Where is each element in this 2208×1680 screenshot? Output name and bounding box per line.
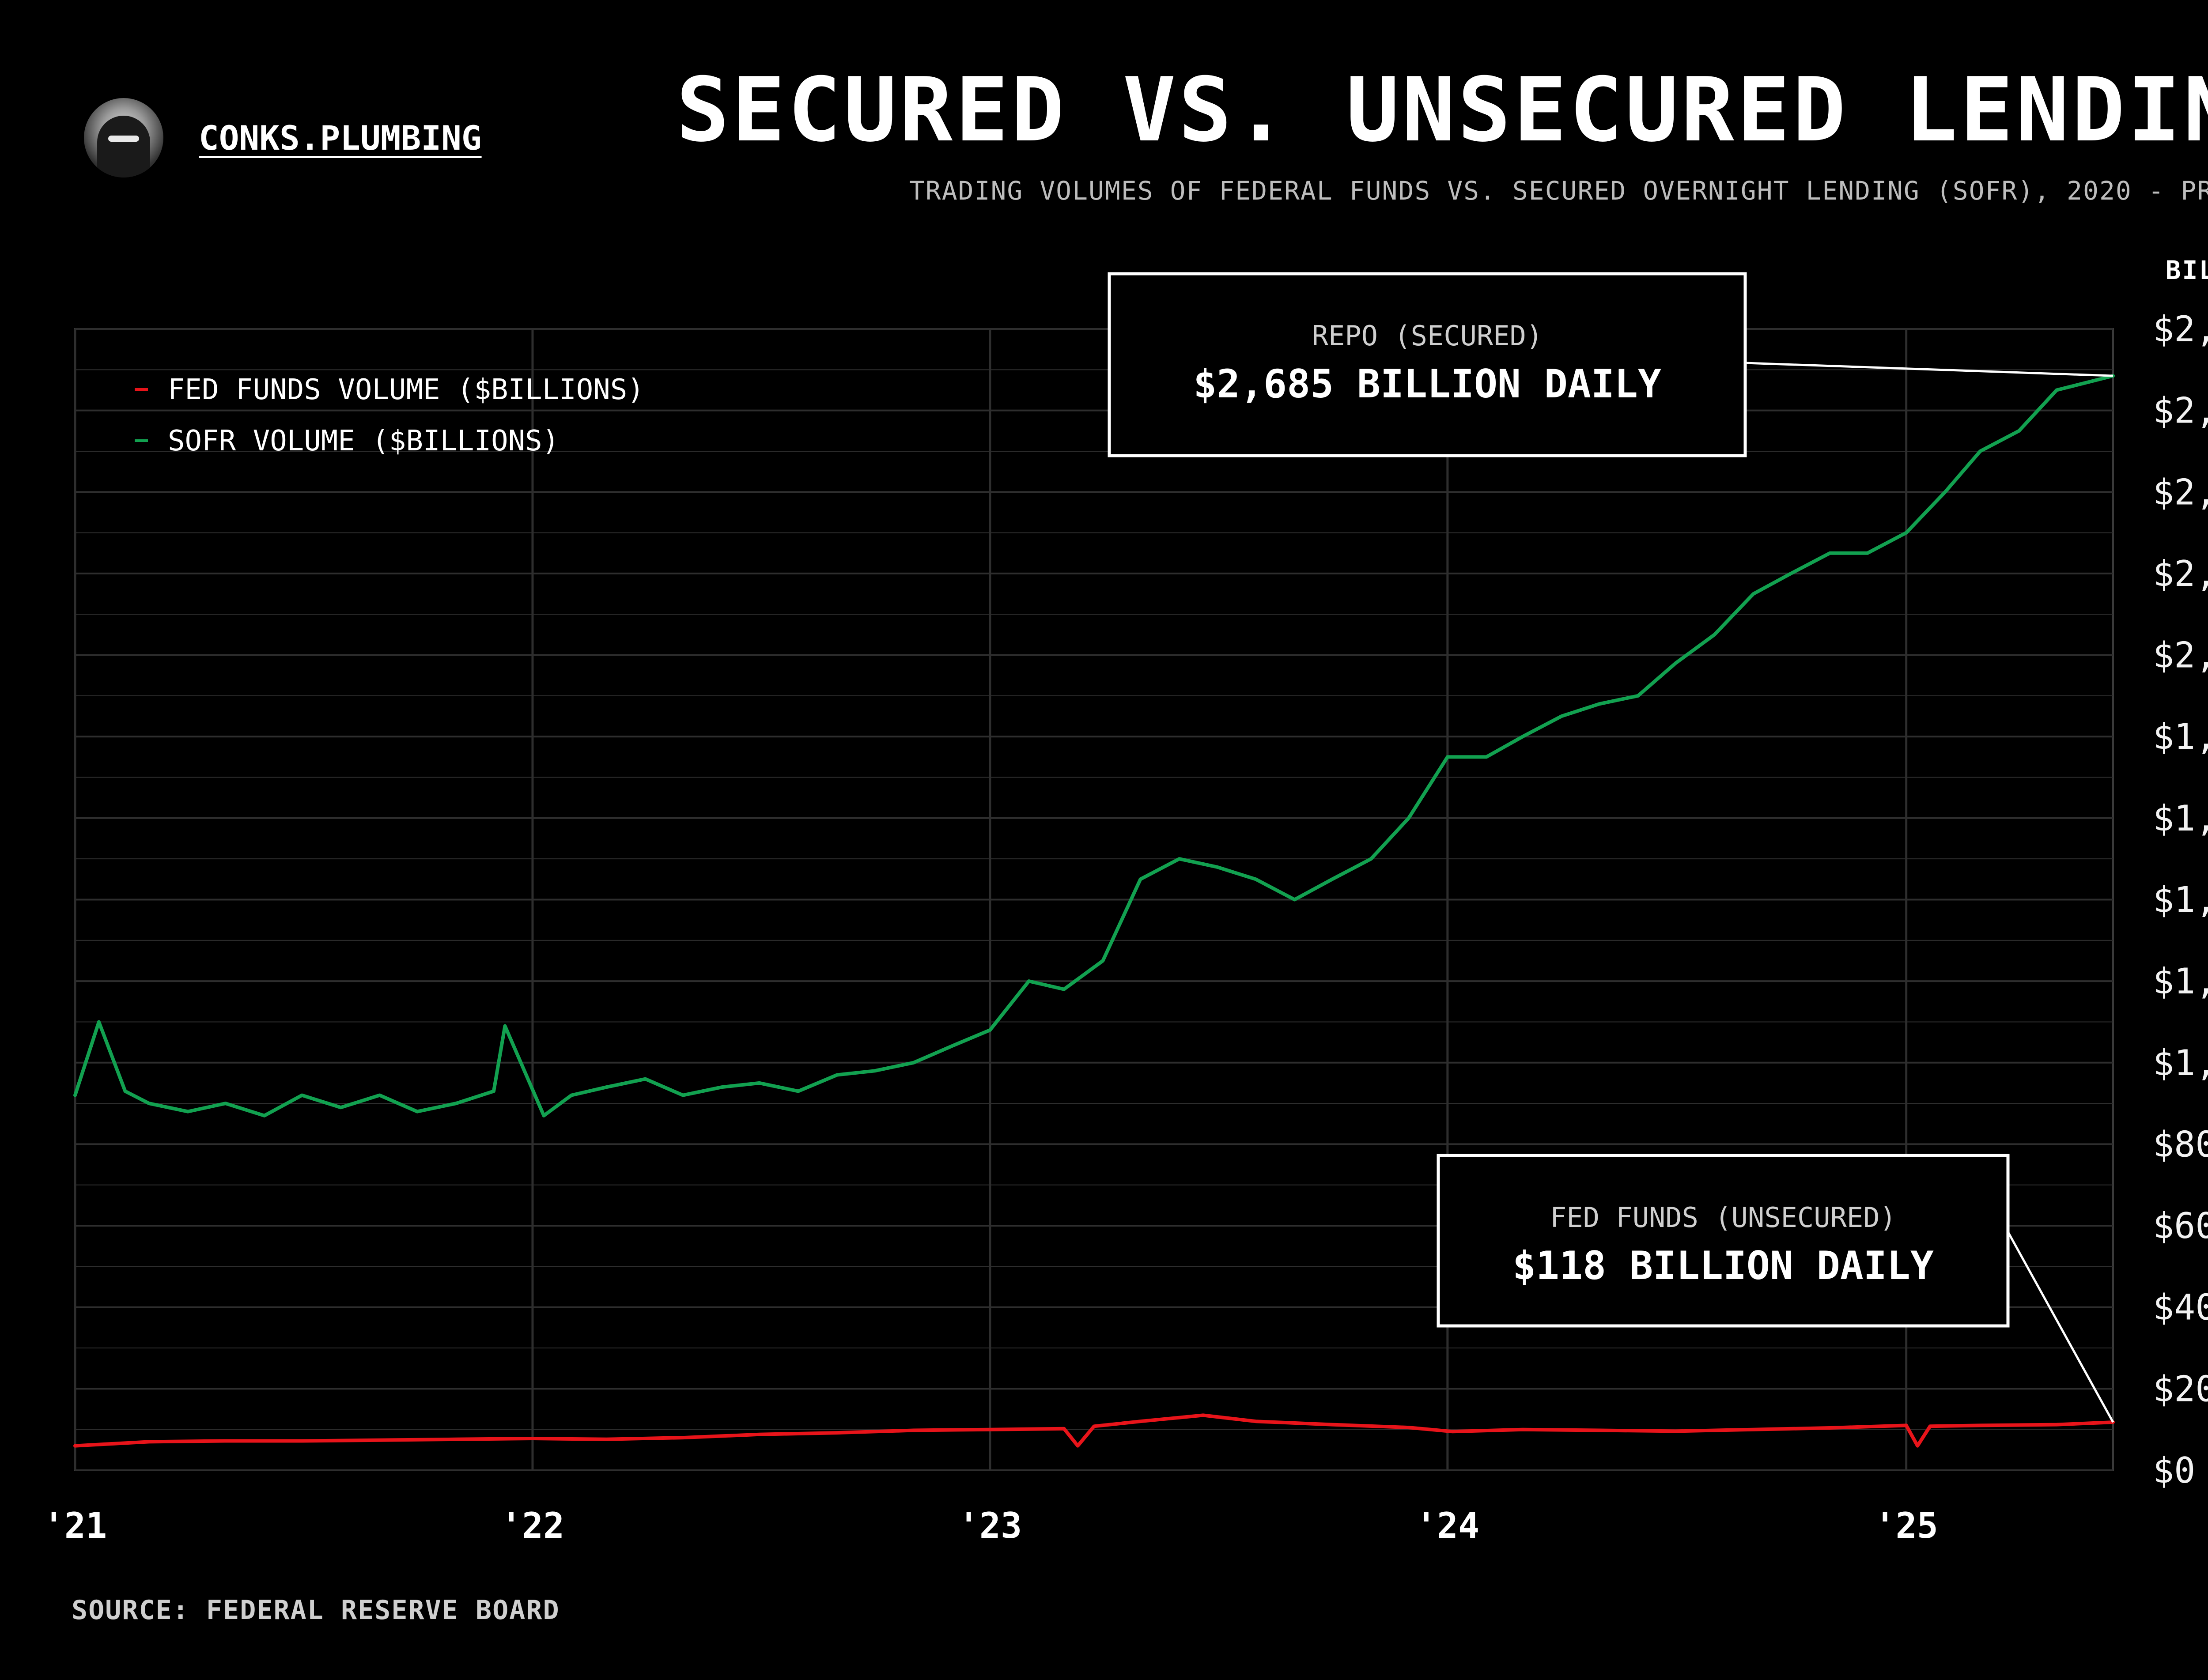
x-tick-label: '24: [1416, 1505, 1480, 1546]
callout-box: [1108, 272, 1747, 457]
callout-heading: REPO (SECURED): [1312, 320, 1543, 352]
callout-value: $2,685 BILLION DAILY: [1193, 361, 1661, 407]
y-axis: $0 $200 $400 $600 $800 $1,000 $1,200 $1,400 $1,6…: [2153, 309, 2208, 1491]
callout-box: [1437, 1154, 2010, 1328]
y-tick-label: $1,400: [2153, 880, 2208, 921]
y-tick-label: $800: [2153, 1124, 2208, 1165]
y-tick-label: $0: [2153, 1450, 2195, 1491]
series-line-sofr: [73, 374, 2115, 1117]
callout-heading: FED FUNDS (UNSECURED): [1550, 1201, 1896, 1234]
legend-entry: FED FUNDS VOLUME ($BILLIONS): [168, 374, 644, 406]
x-tick-label: '25: [1874, 1505, 1938, 1546]
avatar-hood: [97, 116, 150, 177]
callout-leader-line: [2007, 1231, 2114, 1423]
brand-link[interactable]: CONKS.PLUMBING: [199, 118, 482, 158]
avatar-eyes: [108, 136, 139, 142]
y-tick-label: $2,800: [2153, 309, 2208, 350]
y-tick-label: $1,800: [2153, 716, 2208, 757]
series-line-fed-funds: [73, 1413, 2115, 1448]
y-tick-label: $1,000: [2153, 1042, 2208, 1084]
y-tick-label: $200: [2153, 1368, 2208, 1409]
y-tick-label: $2,000: [2153, 635, 2208, 676]
y-tick-label: $600: [2153, 1205, 2208, 1246]
legend: FED FUNDS VOLUME ($BILLIONS) SOFR VOLUME …: [135, 374, 644, 457]
y-tick-label: $2,400: [2153, 472, 2208, 513]
y-tick-label: $2,600: [2153, 390, 2208, 431]
page-subtitle: TRADING VOLUMES OF FEDERAL FUNDS VS. SEC…: [909, 176, 2208, 206]
callouts: REPO (SECURED) $2,685 BILLION DAILY FED FU…: [1108, 272, 2114, 1423]
avatar: [84, 98, 163, 177]
callout-leader-line: [1745, 362, 2113, 377]
y-axis-unit-label: BILLIONS: [2165, 255, 2208, 285]
x-tick-label: '23: [958, 1505, 1022, 1546]
y-tick-label: $1,600: [2153, 798, 2208, 839]
callout-value: $118 BILLION DAILY: [1512, 1243, 1934, 1288]
y-tick-label: $400: [2153, 1287, 2208, 1328]
brand: CONKS.PLUMBING: [84, 98, 482, 177]
source-note: SOURCE: FEDERAL RESERVE BOARD: [72, 1595, 560, 1626]
x-tick-label: '22: [501, 1505, 565, 1546]
legend-entry: SOFR VOLUME ($BILLIONS): [168, 425, 559, 457]
x-axis: '21 '22 '23 '24 '25: [43, 1505, 1938, 1546]
y-tick-label: $2,200: [2153, 553, 2208, 594]
page-title: SECURED VS. UNSECURED LENDING: [676, 59, 2208, 162]
series-group: [73, 374, 2115, 1448]
x-tick-label: '21: [43, 1505, 107, 1546]
y-tick-label: $1,200: [2153, 961, 2208, 1002]
